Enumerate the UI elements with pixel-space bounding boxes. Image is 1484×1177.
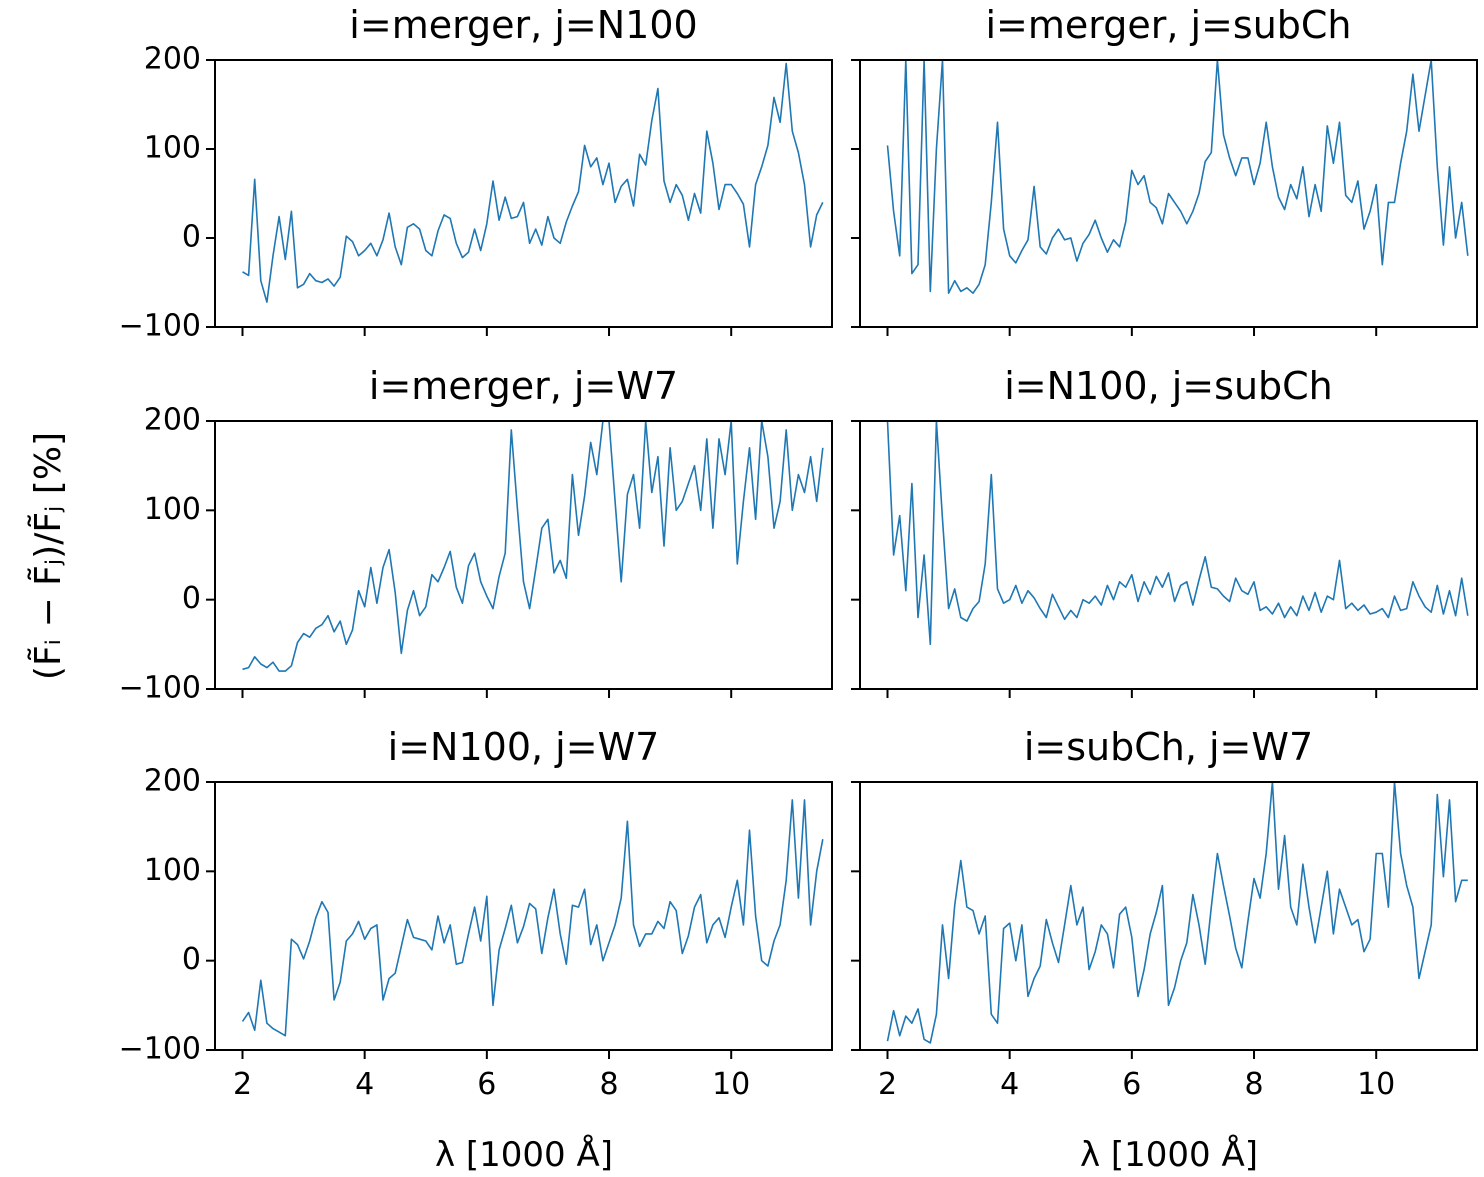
panel-2: i=merger, j=subCh xyxy=(851,3,1478,336)
panel-1: i=merger, j=N100 −100 0 100 200 xyxy=(119,3,833,344)
plot-frame xyxy=(859,59,1478,328)
x-tick-label: 4 xyxy=(355,1067,374,1102)
panel-5: i=N100, j=W7 −100 0 100 200 2 4 6 8 10 xyxy=(119,725,833,1102)
y-tick-label: 0 xyxy=(182,942,201,977)
plot-frame xyxy=(214,59,833,328)
plot-frame xyxy=(214,781,833,1051)
panel-title: i=N100, j=subCh xyxy=(1004,364,1333,408)
x-axis-label-left: λ [1000 Å] xyxy=(435,1134,613,1175)
x-tick-label: 10 xyxy=(712,1067,750,1102)
x-tick-label: 4 xyxy=(1000,1067,1019,1102)
series-line-panel-1 xyxy=(242,62,824,303)
y-tick-label: 200 xyxy=(144,42,201,77)
series-line-panel-3 xyxy=(242,421,824,672)
panel-6: i=subCh, j=W7 2 4 6 8 10 xyxy=(851,725,1478,1102)
y-tick-label: 200 xyxy=(144,403,201,438)
panel-title: i=merger, j=subCh xyxy=(985,3,1351,47)
series-line-panel-5 xyxy=(241,799,824,1037)
panel-3: i=merger, j=W7 −100 0 100 200 xyxy=(119,364,833,706)
x-tick-label: 8 xyxy=(1244,1067,1263,1102)
x-tick-label: 2 xyxy=(878,1067,897,1102)
series-line-panel-2 xyxy=(886,60,1469,294)
y-tick-label: −100 xyxy=(119,671,201,706)
x-tick-label: 10 xyxy=(1357,1067,1395,1102)
x-tick-label: 8 xyxy=(599,1067,618,1102)
y-tick-label: 100 xyxy=(144,131,201,166)
y-tick-label: −100 xyxy=(119,309,201,344)
x-tick-label: 6 xyxy=(477,1067,496,1102)
y-tick-label: 0 xyxy=(182,581,201,616)
y-tick-label: −100 xyxy=(119,1032,201,1067)
y-axis-label: (F̃ᵢ − F̃ⱼ)/F̃ⱼ [%] xyxy=(27,432,69,680)
series-line-panel-6 xyxy=(886,782,1468,1044)
x-tick-label: 6 xyxy=(1122,1067,1141,1102)
x-tick-label: 2 xyxy=(233,1067,252,1102)
plot-frame xyxy=(214,420,833,690)
x-axis-label-right: λ [1000 Å] xyxy=(1080,1134,1258,1175)
panel-4: i=N100, j=subCh xyxy=(851,364,1478,698)
y-tick-label: 100 xyxy=(144,853,201,888)
panel-title: i=subCh, j=W7 xyxy=(1024,725,1313,769)
y-tick-label: 100 xyxy=(144,492,201,527)
y-tick-label: 0 xyxy=(182,220,201,255)
plot-frame xyxy=(859,420,1478,690)
panel-title: i=merger, j=N100 xyxy=(349,3,697,47)
panel-title: i=merger, j=W7 xyxy=(369,364,678,408)
plot-frame xyxy=(859,781,1478,1051)
series-line-panel-4 xyxy=(886,421,1469,646)
panel-title: i=N100, j=W7 xyxy=(388,725,660,769)
y-tick-label: 200 xyxy=(144,764,201,799)
